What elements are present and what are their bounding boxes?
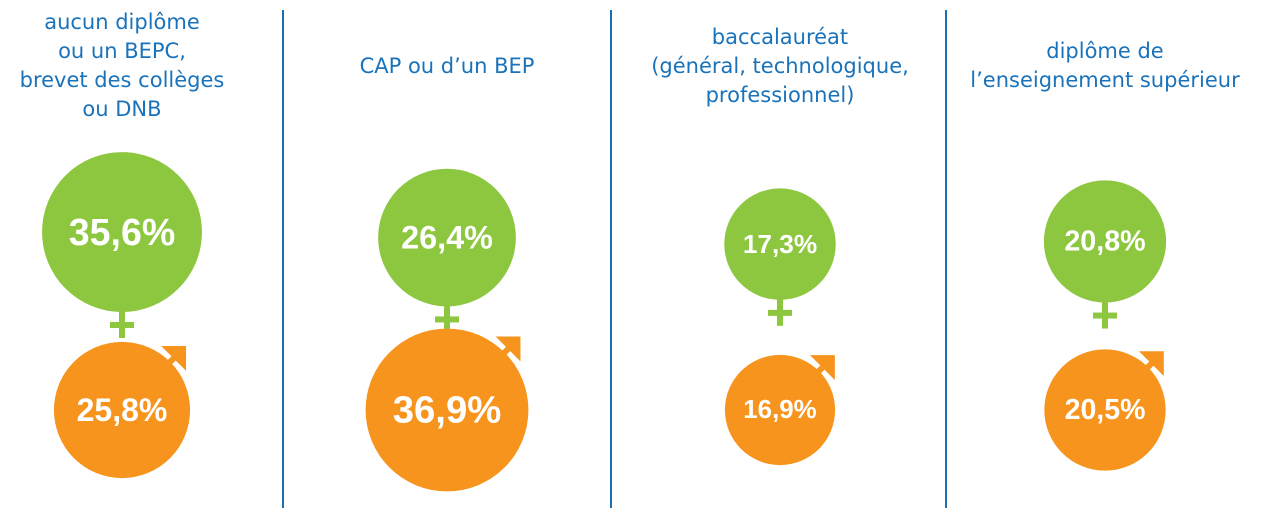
bubble <box>365 328 529 492</box>
bubble <box>724 354 836 466</box>
venus-bar <box>110 321 134 328</box>
value-label: 25,8% <box>77 392 168 428</box>
value-label: 26,4% <box>401 220 493 256</box>
bubble <box>378 168 516 307</box>
venus-bar <box>768 309 792 316</box>
column-title: CAP ou d’un BEP <box>359 53 535 78</box>
venus-bar <box>1093 312 1117 319</box>
bubble <box>1043 180 1167 303</box>
bubble <box>1044 349 1166 471</box>
value-label: 16,9% <box>743 396 816 424</box>
column-title: diplôme de l’enseignement supérieur <box>970 39 1240 92</box>
value-label: 36,9% <box>393 389 502 432</box>
column-title: aucun diplôme ou un BEPC, brevet des col… <box>19 10 225 121</box>
venus-bar <box>435 316 459 323</box>
mars-head <box>1138 351 1164 377</box>
mars-head <box>495 336 521 362</box>
value-label: 20,8% <box>1064 225 1145 257</box>
value-label: 35,6% <box>69 211 176 253</box>
bubble <box>53 341 191 479</box>
value-label: 17,3% <box>743 229 817 259</box>
column-title: baccalauréat (général, technologique, pr… <box>651 24 909 107</box>
bubble <box>42 152 202 312</box>
mars-head <box>810 355 835 380</box>
bubble <box>724 188 836 300</box>
value-label: 20,5% <box>1065 394 1146 426</box>
mars-head <box>161 345 187 371</box>
